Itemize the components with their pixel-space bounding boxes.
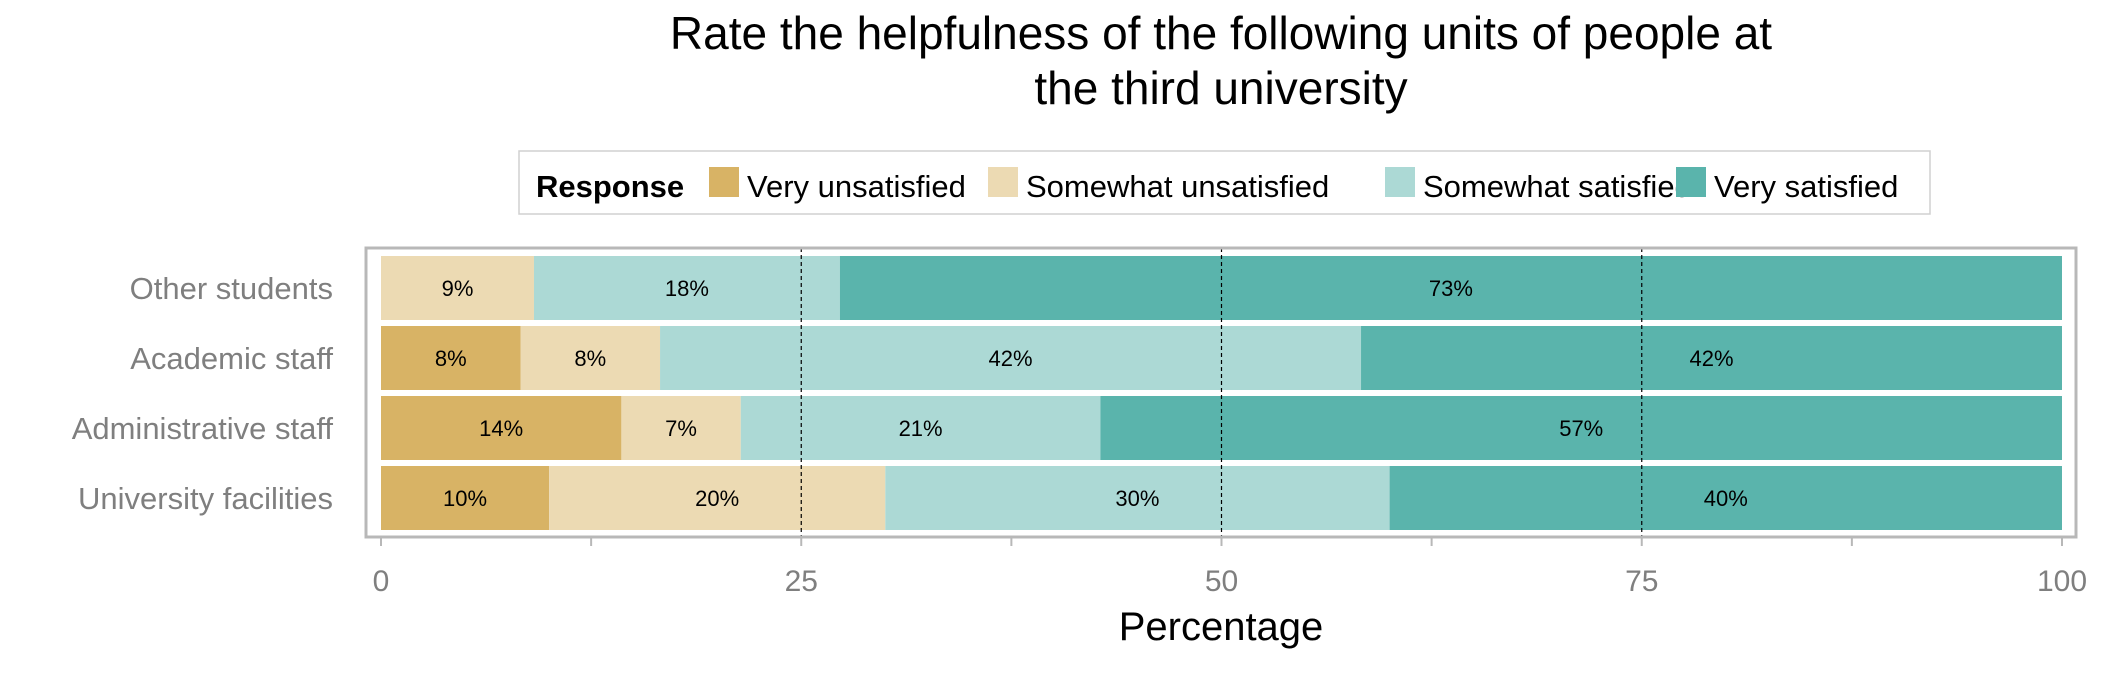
legend-key-very-satisfied	[1676, 167, 1706, 197]
data-label-administrative-staff-somewhat-satisfied: 21%	[899, 416, 943, 441]
bar-administrative-staff-somewhat-satisfied	[740, 396, 1101, 460]
plot-area: 9% 18% 73% 8% 8% 42% 42% 14% 7% 21% 57% 10% 20% 30% 40…	[364, 246, 2078, 539]
bar-academic-staff-very-unsatisfied	[381, 326, 521, 390]
data-label-academic-staff-very-unsatisfied: 8%	[435, 346, 467, 371]
data-label-university-facilities-somewhat-satisfied: 30%	[1115, 486, 1159, 511]
bar-university-facilities-somewhat-unsatisfied	[549, 466, 886, 530]
legend-key-somewhat-unsatisfied	[988, 167, 1018, 197]
bar-administrative-staff-very-unsatisfied	[381, 396, 622, 460]
legend-label-very-satisfied: Very satisfied	[1714, 169, 1898, 204]
data-label-other-students-somewhat-satisfied: 18%	[665, 276, 709, 301]
legend-key-very-unsatisfied	[709, 167, 739, 197]
legend-label-somewhat-satisfied: Somewhat satisfied	[1423, 169, 1692, 204]
data-label-other-students-very-satisfied: 73%	[1429, 276, 1473, 301]
legend: Response Very unsatisfied Somewhat unsati…	[518, 150, 1931, 215]
x-tick-label-50: 50	[1205, 565, 1238, 598]
category-label-other-students: Other students	[130, 271, 333, 306]
bar-administrative-staff-very-satisfied	[1100, 396, 2062, 460]
bar-administrative-staff-somewhat-unsatisfied	[621, 396, 741, 460]
data-label-university-facilities-very-unsatisfied: 10%	[443, 486, 487, 511]
x-tick-label-0: 0	[373, 565, 390, 598]
bar-university-facilities-somewhat-satisfied	[885, 466, 1390, 530]
bar-academic-staff-very-satisfied	[1361, 326, 2062, 390]
legend-key-somewhat-satisfied	[1385, 167, 1415, 197]
bar-academic-staff-somewhat-satisfied	[660, 326, 1362, 390]
x-tick-label-100: 100	[2037, 565, 2087, 598]
bar-university-facilities-very-unsatisfied	[381, 466, 550, 530]
data-label-other-students-somewhat-unsatisfied: 9%	[442, 276, 474, 301]
bar-academic-staff-somewhat-unsatisfied	[520, 326, 661, 390]
data-label-academic-staff-somewhat-satisfied: 42%	[989, 346, 1033, 371]
data-label-academic-staff-somewhat-unsatisfied: 8%	[574, 346, 606, 371]
category-label-university-facilities: University facilities	[78, 481, 333, 516]
bar-university-facilities-very-satisfied	[1389, 466, 2062, 530]
bar-other-students-somewhat-satisfied	[533, 256, 840, 320]
chart-title-line-2: the third university	[1034, 62, 1407, 114]
category-labels: Other students Academic staff Administrati…	[72, 271, 334, 516]
legend-title: Response	[536, 169, 684, 204]
x-tick-label-75: 75	[1625, 565, 1658, 598]
x-axis: Percentage 0 25 50 75 100	[373, 536, 2087, 649]
category-label-academic-staff: Academic staff	[130, 341, 333, 376]
data-label-administrative-staff-somewhat-unsatisfied: 7%	[665, 416, 697, 441]
data-label-university-facilities-somewhat-unsatisfied: 20%	[695, 486, 739, 511]
data-label-academic-staff-very-satisfied: 42%	[1689, 346, 1733, 371]
legend-label-somewhat-unsatisfied: Somewhat unsatisfied	[1026, 169, 1329, 204]
bar-other-students-very-satisfied	[839, 256, 2062, 320]
data-label-administrative-staff-very-unsatisfied: 14%	[479, 416, 523, 441]
chart-title-line-1: Rate the helpfulness of the following un…	[670, 7, 1772, 59]
bar-other-students-somewhat-unsatisfied	[381, 256, 534, 320]
legend-label-very-unsatisfied: Very unsatisfied	[747, 169, 966, 204]
data-label-university-facilities-very-satisfied: 40%	[1704, 486, 1748, 511]
x-tick-label-25: 25	[785, 565, 818, 598]
category-label-administrative-staff: Administrative staff	[72, 411, 334, 446]
data-label-administrative-staff-very-satisfied: 57%	[1559, 416, 1603, 441]
chart-title: Rate the helpfulness of the following un…	[670, 7, 1772, 114]
x-axis-title: Percentage	[1119, 605, 1324, 649]
